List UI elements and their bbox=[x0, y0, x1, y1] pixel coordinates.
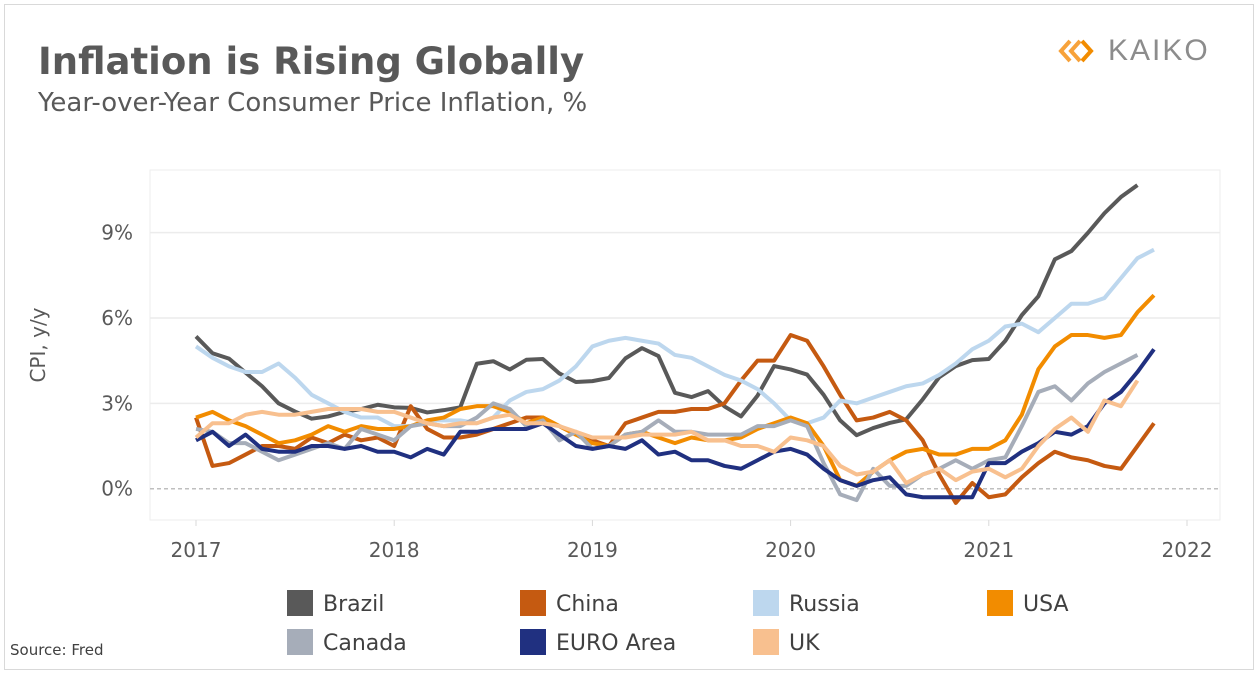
series-line-euro-area bbox=[195, 348, 1156, 500]
y-axis-label: CPI, y/y bbox=[26, 307, 50, 382]
x-tick-label: 2018 bbox=[369, 538, 420, 562]
legend-swatch bbox=[520, 629, 546, 655]
source-note: Source: Fred bbox=[10, 641, 104, 659]
series-line-canada bbox=[195, 353, 1139, 503]
legend-swatch bbox=[520, 590, 546, 616]
x-tick-label: 2021 bbox=[963, 538, 1014, 562]
legend-label: UK bbox=[789, 631, 820, 656]
x-tick-label: 2017 bbox=[171, 538, 222, 562]
legend-swatch bbox=[753, 590, 779, 616]
legend-label: EURO Area bbox=[556, 631, 676, 656]
legend-swatch bbox=[287, 590, 313, 616]
y-tick-label: 0% bbox=[101, 477, 133, 501]
kaiko-logo: KAIKO bbox=[1058, 34, 1210, 68]
chart-frame bbox=[4, 4, 1254, 670]
series-line-usa bbox=[195, 293, 1156, 488]
series-line-uk bbox=[194, 379, 1140, 486]
legend-label: Russia bbox=[789, 592, 860, 617]
legend-label: USA bbox=[1023, 592, 1069, 617]
y-tick-label: 3% bbox=[101, 391, 133, 415]
logo-text: KAIKO bbox=[1108, 34, 1210, 67]
legend-label: Canada bbox=[323, 631, 407, 656]
kaiko-logo-icon bbox=[1058, 39, 1094, 63]
legend-swatch bbox=[753, 629, 779, 655]
y-tick-label: 6% bbox=[101, 306, 133, 330]
y-tick-label: 9% bbox=[101, 221, 133, 245]
legend-swatch bbox=[287, 629, 313, 655]
chart-title: Inflation is Rising Globally bbox=[38, 40, 585, 83]
x-tick-label: 2022 bbox=[1162, 538, 1213, 562]
x-tick-label: 2019 bbox=[567, 538, 618, 562]
legend-swatch bbox=[987, 590, 1013, 616]
legend-label: Brazil bbox=[323, 592, 384, 617]
series-line-russia bbox=[194, 247, 1155, 429]
chart-subtitle: Year-over-Year Consumer Price Inflation,… bbox=[38, 88, 588, 118]
legend-label: China bbox=[556, 592, 619, 617]
x-tick-label: 2020 bbox=[765, 538, 816, 562]
